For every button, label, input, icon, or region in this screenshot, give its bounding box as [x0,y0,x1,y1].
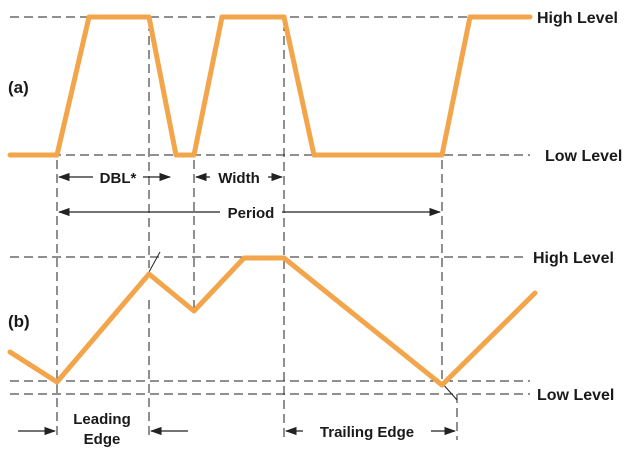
width-label-bg [210,168,268,186]
high-level-label-b: High Level [533,250,614,267]
pulse-waveform-b [7,255,538,388]
low-level-label-a: Low Level [545,148,622,165]
pulse-waveform-a [7,14,533,158]
dbl-label-bg [93,168,143,186]
low-level-label-b: Low Level [537,387,614,404]
high-level-label-a: High Level [537,10,618,27]
trailing-edge-label: Trailing Edge [320,424,414,441]
trailing-edge-label-bg [303,422,431,440]
leading-edge-label-line2: Edge [84,431,121,448]
period-label: Period [228,205,275,222]
leader-line [148,251,161,273]
part-b-label: (b) [8,312,30,331]
part-a-label: (a) [8,78,29,97]
dbl-label: DBL* [100,170,137,187]
width-label: Width [218,170,260,187]
leading-edge-label-line1: Leading [73,411,131,428]
period-label-bg [220,203,282,221]
